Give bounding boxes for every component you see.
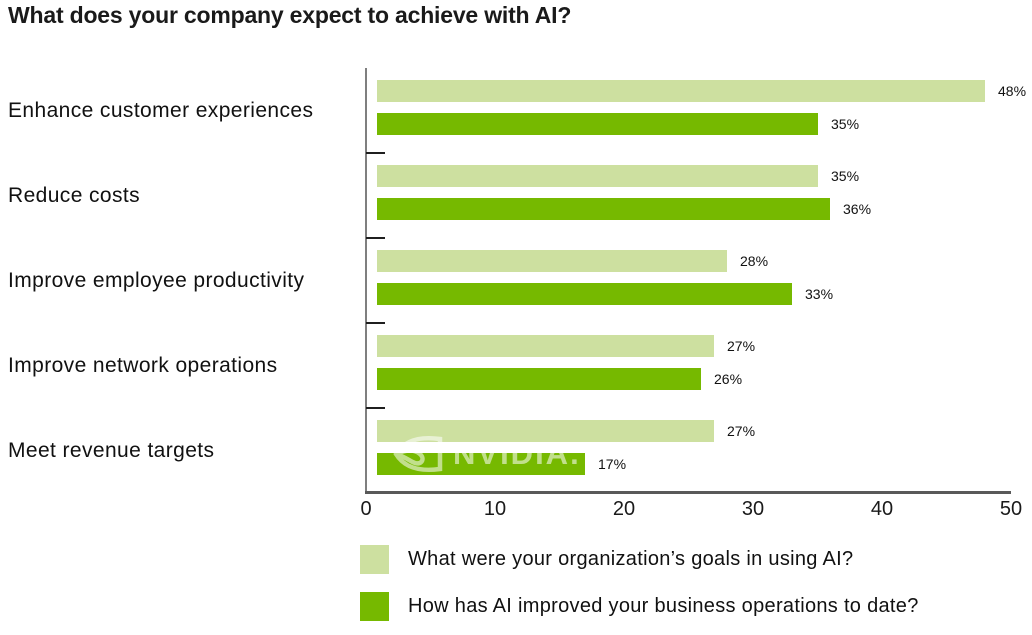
category-label: Enhance customer experiences [8,98,314,122]
legend-swatch [360,544,389,574]
x-axis-tick-label: 50 [999,498,1023,520]
bar-improved [377,368,701,390]
bar-value-label: 33% [805,286,834,302]
bar-goals [377,420,714,442]
category-tick-mark [366,152,385,154]
category-tick-mark [366,322,385,324]
bar-value-label: 35% [831,116,860,132]
x-axis-line [365,491,1011,494]
bar-value-label: 48% [998,83,1027,99]
legend-item: What were your organization’s goals in u… [360,543,853,575]
x-axis-tick-label: 40 [870,498,894,520]
bar-value-label: 27% [727,338,756,354]
bar-goals [377,335,714,357]
x-axis-tick-label: 20 [612,498,636,520]
bar-goals [377,165,818,187]
bar-value-label: 35% [831,168,860,184]
x-axis-tick-label: 10 [483,498,507,520]
bar-value-label: 26% [714,371,743,387]
category-label: Improve network operations [8,353,278,377]
bar-value-label: 17% [598,456,627,472]
bar-goals [377,250,727,272]
category-tick-mark [366,237,385,239]
bar-improved [377,283,792,305]
x-axis-tick-label: 0 [360,498,372,520]
bar-improved [377,453,585,475]
legend-swatch [360,591,389,621]
category-label: Improve employee productivity [8,268,305,292]
bar-improved [377,113,818,135]
chart-title: What does your company expect to achieve… [8,2,572,28]
category-tick-mark [366,407,385,409]
bar-value-label: 28% [740,253,769,269]
x-axis-tick-label: 30 [741,498,765,520]
bar-improved [377,198,830,220]
legend-item: How has AI improved your business operat… [360,590,919,622]
bar-goals [377,80,985,102]
category-label: Meet revenue targets [8,438,215,462]
bar-value-label: 36% [843,201,872,217]
legend-label: How has AI improved your business operat… [408,594,919,617]
bar-value-label: 27% [727,423,756,439]
legend-label: What were your organization’s goals in u… [408,547,854,570]
category-label: Reduce costs [8,183,141,207]
y-axis-line [365,68,367,493]
